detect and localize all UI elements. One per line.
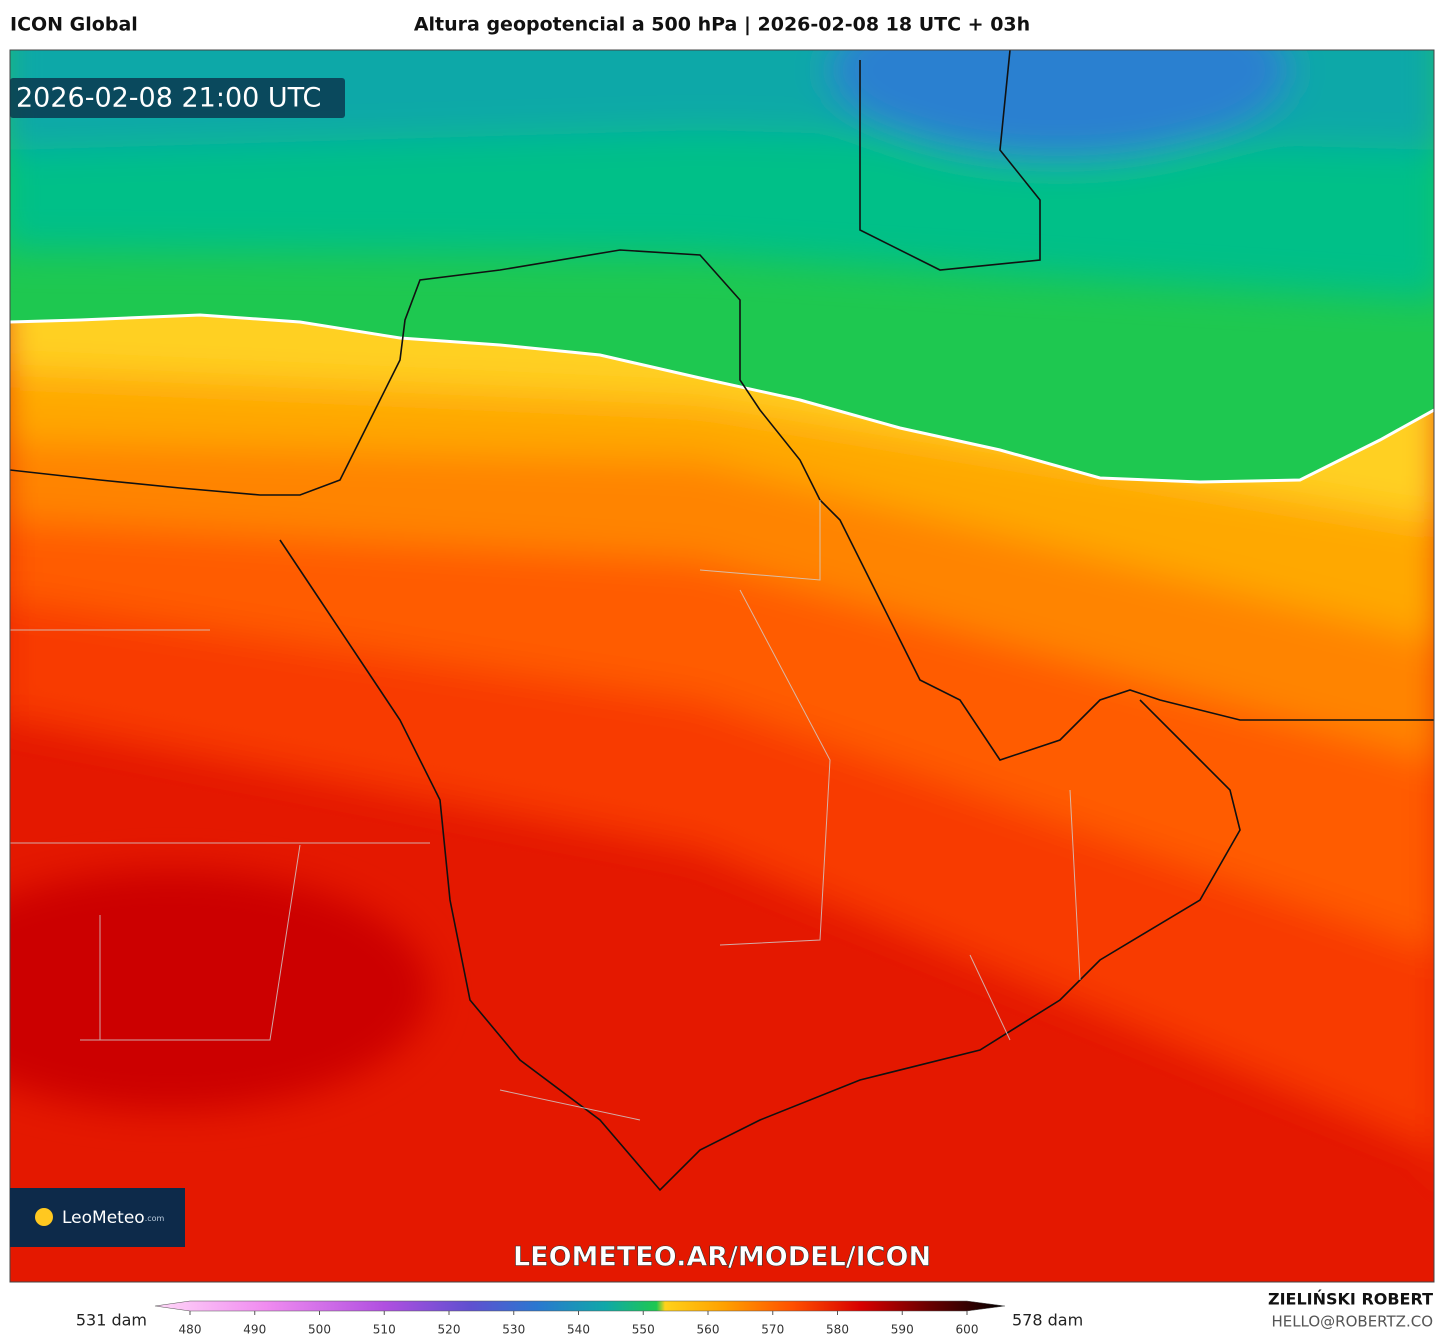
- colorbar-tick-label: 600: [956, 1323, 979, 1337]
- coastline: [859, 50, 1041, 271]
- coastline: [10, 249, 1434, 761]
- field-band: [830, 50, 1290, 160]
- map: [10, 50, 1434, 1282]
- logo-sun: [35, 1208, 53, 1226]
- colorbar-tick-label: 510: [373, 1323, 396, 1337]
- colorbar-min-label: 531 dam: [76, 1311, 147, 1330]
- colorbar-tick-label: 580: [826, 1323, 849, 1337]
- border: [10, 500, 1081, 1121]
- coastline: [279, 539, 1241, 1192]
- colorbar-ticks: 480 490 500 510 520 530 540 550 560 570 580 590 600: [179, 1311, 979, 1337]
- borders: [10, 500, 1081, 1121]
- colorbar-tick-label: 480: [179, 1323, 202, 1337]
- timestamp: 2026-02-08 21:00 UTC: [16, 83, 321, 114]
- colorbar-tick-label: 540: [567, 1323, 590, 1337]
- colorbar-tick-label: 590: [891, 1323, 914, 1337]
- colorbar-tick-label: 520: [438, 1323, 461, 1337]
- colorbar-tick-label: 550: [632, 1323, 655, 1337]
- timestamp-box: [10, 78, 345, 118]
- colorbar-tick-label: 500: [308, 1323, 331, 1337]
- logo-text: LeoMeteo.com: [62, 1208, 165, 1228]
- map-title: Altura geopotencial a 500 hPa | 2026-02-…: [414, 14, 1030, 36]
- colorbar-tick-label: 570: [761, 1323, 784, 1337]
- colorbar-tick-label: 560: [697, 1323, 720, 1337]
- coastlines: [10, 50, 1434, 1192]
- author: ZIELIŃSKI ROBERT: [1268, 1290, 1433, 1309]
- colorbar-tick-label: 490: [243, 1323, 266, 1337]
- logo-name: LeoMeteo: [62, 1208, 145, 1228]
- model-name: ICON Global: [10, 14, 138, 36]
- colorbar-max-label: 578 dam: [1012, 1311, 1083, 1330]
- field-band: [10, 870, 430, 1110]
- email: HELLO@ROBERTZ.CO: [1271, 1313, 1433, 1331]
- colorbar: [154, 1300, 1006, 1312]
- contour-line: [10, 313, 1434, 484]
- logo-suffix: .com: [145, 1214, 165, 1223]
- map-frame: [9, 49, 1435, 1283]
- colorbar-tick-label: 530: [502, 1323, 525, 1337]
- watermark: LEOMETEO.AR/MODEL/ICON: [513, 1242, 931, 1273]
